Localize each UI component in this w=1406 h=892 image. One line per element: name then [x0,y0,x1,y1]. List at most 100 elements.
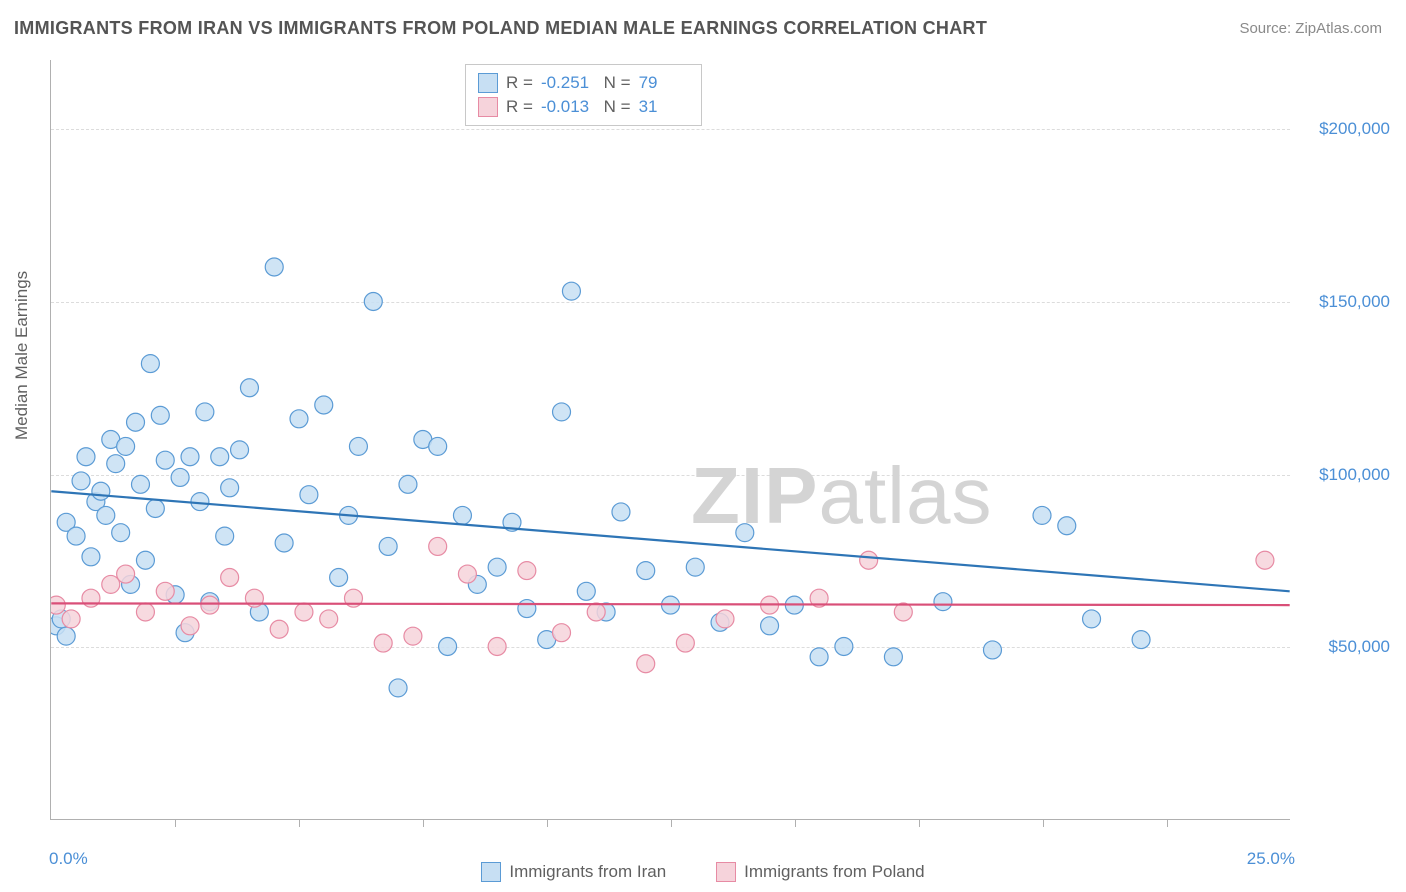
data-point [983,641,1001,659]
legend-swatch [478,73,498,93]
legend-swatch [478,97,498,117]
data-point [315,396,333,414]
data-point [716,610,734,628]
data-point [364,293,382,311]
legend-label: Immigrants from Iran [509,862,666,882]
data-point [112,524,130,542]
data-point [518,600,536,618]
data-point [82,548,100,566]
data-point [761,617,779,635]
data-point [117,437,135,455]
data-point [736,524,754,542]
data-point [587,603,605,621]
data-point [612,503,630,521]
data-point [458,565,476,583]
data-point [379,537,397,555]
legend-swatch [716,862,736,882]
data-point [72,472,90,490]
xtick [175,819,176,827]
legend-n-value: 79 [639,73,689,93]
data-point [429,437,447,455]
legend-n-label: N = [599,73,631,93]
xtick [299,819,300,827]
data-point [181,448,199,466]
legend-n-value: 31 [639,97,689,117]
data-point [320,610,338,628]
legend-r-value: -0.251 [541,73,591,93]
data-point [51,596,65,614]
data-point [107,455,125,473]
data-point [1256,551,1274,569]
data-point [221,569,239,587]
legend-correlation-box: R = -0.251 N = 79 R = -0.013 N = 31 [465,64,702,126]
legend-swatch [481,862,501,882]
data-point [141,355,159,373]
data-point [97,506,115,524]
legend-label: Immigrants from Poland [744,862,924,882]
ytick-label: $50,000 [1300,637,1390,657]
data-point [196,403,214,421]
ytick-label: $100,000 [1300,465,1390,485]
data-point [201,596,219,614]
data-point [894,603,912,621]
xtick [671,819,672,827]
data-point [156,451,174,469]
data-point [562,282,580,300]
data-point [136,551,154,569]
data-point [67,527,85,545]
data-point [488,638,506,656]
ytick-label: $150,000 [1300,292,1390,312]
xtick [423,819,424,827]
data-point [835,638,853,656]
data-point [577,582,595,600]
data-point [399,475,417,493]
data-point [300,486,318,504]
data-point [156,582,174,600]
data-point [488,558,506,576]
legend-r-value: -0.013 [541,97,591,117]
data-point [191,493,209,511]
data-point [934,593,952,611]
data-point [171,468,189,486]
data-point [117,565,135,583]
data-point [553,403,571,421]
data-point [676,634,694,652]
data-point [240,379,258,397]
data-point [404,627,422,645]
data-point [349,437,367,455]
legend-correlation-row: R = -0.013 N = 31 [478,95,689,119]
data-point [884,648,902,666]
data-point [270,620,288,638]
xtick [1043,819,1044,827]
xtick [919,819,920,827]
legend-n-label: N = [599,97,631,117]
data-point [216,527,234,545]
data-point [453,506,471,524]
data-point [181,617,199,635]
data-point [1132,631,1150,649]
legend-item: Immigrants from Poland [716,862,924,882]
data-point [860,551,878,569]
data-point [637,562,655,580]
data-point [1033,506,1051,524]
data-point [62,610,80,628]
legend-r-label: R = [506,73,533,93]
data-point [221,479,239,497]
data-point [810,648,828,666]
xtick [547,819,548,827]
data-point [439,638,457,656]
legend-correlation-row: R = -0.251 N = 79 [478,71,689,95]
data-point [57,627,75,645]
data-point [518,562,536,580]
data-point [1083,610,1101,628]
xtick [795,819,796,827]
data-point [389,679,407,697]
legend-bottom: Immigrants from Iran Immigrants from Pol… [0,862,1406,882]
data-point [330,569,348,587]
chart-svg [51,60,1290,819]
data-point [92,482,110,500]
data-point [211,448,229,466]
legend-r-label: R = [506,97,533,117]
data-point [374,634,392,652]
data-point [637,655,655,673]
